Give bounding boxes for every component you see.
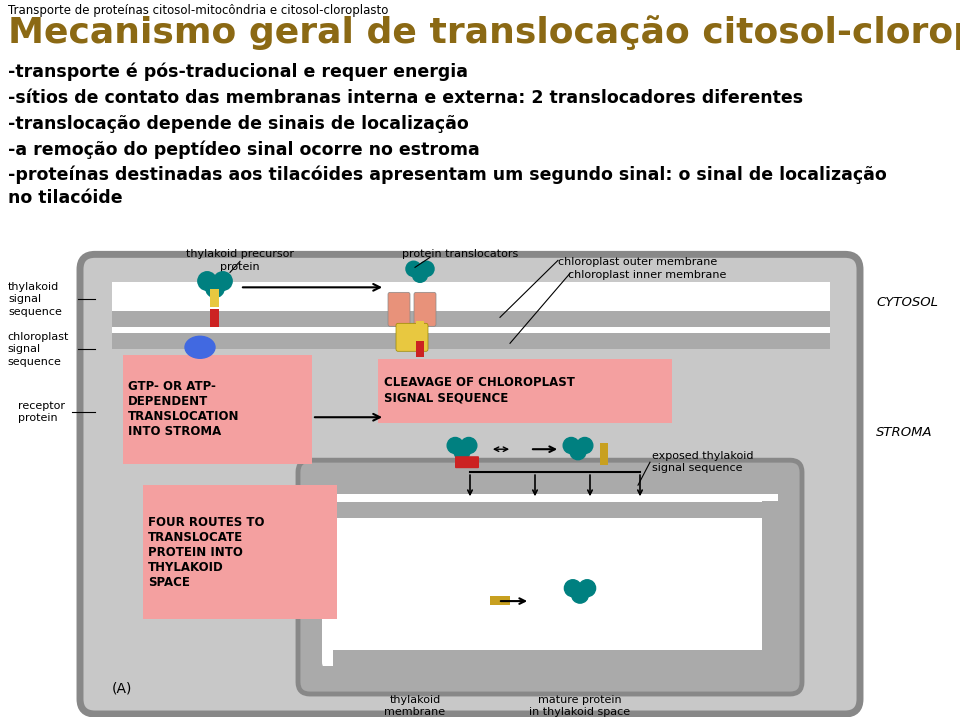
- Text: -translocação depende de sinais de localização: -translocação depende de sinais de local…: [8, 115, 468, 133]
- FancyBboxPatch shape: [322, 484, 778, 670]
- FancyBboxPatch shape: [123, 356, 312, 464]
- Text: chloroplast inner membrane: chloroplast inner membrane: [568, 270, 727, 280]
- Text: chloroplast outer membrane: chloroplast outer membrane: [558, 257, 717, 267]
- Circle shape: [571, 587, 588, 603]
- Text: -proteínas destinadas aos tilacóides apresentam um segundo sinal: o sinal de loc: -proteínas destinadas aos tilacóides apr…: [8, 165, 887, 206]
- Circle shape: [447, 437, 464, 454]
- Bar: [112, 282, 830, 318]
- Bar: [416, 321, 424, 339]
- Circle shape: [419, 261, 434, 277]
- Text: -a remoção do peptídeo sinal ocorre no estroma: -a remoção do peptídeo sinal ocorre no e…: [8, 141, 480, 158]
- Text: Mecanismo geral de translocação citosol-cloroplasto: Mecanismo geral de translocação citosol-…: [8, 15, 960, 50]
- Bar: [490, 596, 510, 605]
- Text: exposed thylakoid
signal sequence: exposed thylakoid signal sequence: [652, 451, 754, 473]
- Text: -sítios de contato das membranas interna e externa: 2 translocadores diferentes: -sítios de contato das membranas interna…: [8, 89, 804, 107]
- Bar: [600, 443, 608, 465]
- Text: thylakoid precursor
protein: thylakoid precursor protein: [186, 250, 294, 272]
- Bar: [778, 478, 794, 682]
- Bar: [334, 518, 762, 650]
- Bar: [416, 341, 424, 357]
- FancyBboxPatch shape: [414, 293, 436, 326]
- Text: receptor
protein: receptor protein: [18, 401, 65, 424]
- Circle shape: [413, 267, 427, 282]
- Bar: [112, 311, 830, 327]
- Ellipse shape: [185, 336, 215, 358]
- Text: thylakoid
membrane: thylakoid membrane: [384, 695, 445, 717]
- Text: FOUR ROUTES TO
TRANSLOCATE
PROTEIN INTO
THYLAKOID
SPACE: FOUR ROUTES TO TRANSLOCATE PROTEIN INTO …: [148, 516, 265, 589]
- Bar: [112, 327, 830, 333]
- FancyBboxPatch shape: [80, 255, 860, 714]
- Circle shape: [579, 580, 595, 597]
- Bar: [210, 309, 219, 327]
- FancyBboxPatch shape: [388, 293, 410, 326]
- Text: CLEAVAGE OF CHLOROPLAST
SIGNAL SEQUENCE: CLEAVAGE OF CHLOROPLAST SIGNAL SEQUENCE: [384, 376, 575, 404]
- Text: STROMA: STROMA: [876, 426, 932, 439]
- Circle shape: [213, 272, 232, 290]
- Bar: [322, 478, 791, 494]
- Bar: [112, 333, 830, 349]
- FancyBboxPatch shape: [298, 460, 802, 694]
- Bar: [333, 650, 780, 666]
- Bar: [333, 502, 780, 518]
- Text: (A): (A): [112, 681, 132, 695]
- FancyBboxPatch shape: [396, 323, 428, 351]
- Circle shape: [564, 580, 582, 597]
- Circle shape: [461, 437, 477, 454]
- Text: chloroplast
signal
sequence: chloroplast signal sequence: [7, 332, 68, 366]
- Circle shape: [577, 437, 593, 454]
- FancyBboxPatch shape: [143, 485, 337, 619]
- Circle shape: [570, 444, 586, 460]
- Bar: [762, 501, 778, 666]
- Text: thylakoid
signal
sequence: thylakoid signal sequence: [8, 282, 61, 317]
- Bar: [210, 290, 219, 308]
- Circle shape: [198, 272, 216, 290]
- Text: protein translocators: protein translocators: [402, 250, 518, 260]
- Text: CYTOSOL: CYTOSOL: [876, 296, 938, 309]
- Bar: [322, 666, 791, 682]
- Text: GTP- OR ATP-
DEPENDENT
TRANSLOCATION
INTO STROMA: GTP- OR ATP- DEPENDENT TRANSLOCATION INT…: [128, 380, 239, 438]
- Text: Transporte de proteínas citosol-mitocôndria e citosol-cloroplasto: Transporte de proteínas citosol-mitocônd…: [8, 4, 389, 17]
- Circle shape: [564, 437, 579, 454]
- Text: -transporte é pós-traducional e requer energia: -transporte é pós-traducional e requer e…: [8, 62, 468, 80]
- Circle shape: [205, 279, 225, 298]
- FancyBboxPatch shape: [455, 456, 479, 468]
- Circle shape: [406, 261, 421, 277]
- Text: mature protein
in thylakoid space: mature protein in thylakoid space: [529, 695, 631, 717]
- Circle shape: [454, 444, 470, 460]
- FancyBboxPatch shape: [378, 359, 672, 423]
